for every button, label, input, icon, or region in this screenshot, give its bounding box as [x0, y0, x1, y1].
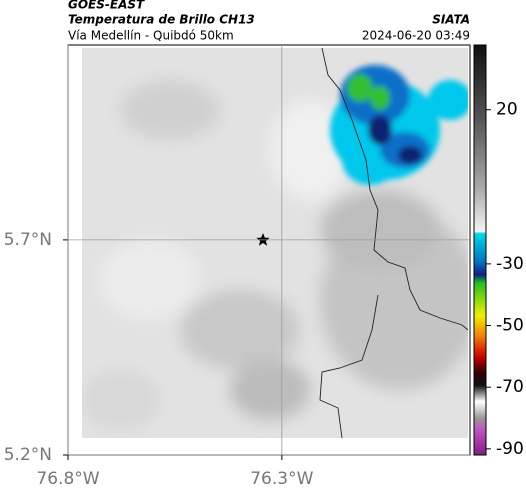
lon-tick-label: 76.3°W — [250, 469, 313, 489]
region: Vía Medellín - Quibdó 50km — [68, 29, 234, 43]
colorbar-tick-label: -30 — [496, 254, 524, 274]
colorbar-tick-label: 20 — [496, 100, 518, 120]
colorbar-tick-label: -70 — [496, 377, 524, 397]
satellite-image — [82, 48, 468, 438]
lat-tick-label: 5.2°N — [4, 445, 52, 465]
colorbar — [473, 44, 487, 456]
source: GOES-EAST — [68, 0, 145, 12]
colorbar-tick-label: -90 — [496, 439, 524, 459]
lon-tick-label: 76.8°W — [36, 469, 99, 489]
location-marker — [256, 233, 270, 246]
timestamp: 2024-06-20 03:49 — [362, 29, 470, 43]
lat-tick-label: 5.7°N — [4, 230, 52, 250]
agency: SIATA — [432, 13, 470, 27]
product: Temperatura de Brillo CH13 — [68, 13, 255, 27]
colorbar-tick-label: -50 — [496, 316, 524, 336]
